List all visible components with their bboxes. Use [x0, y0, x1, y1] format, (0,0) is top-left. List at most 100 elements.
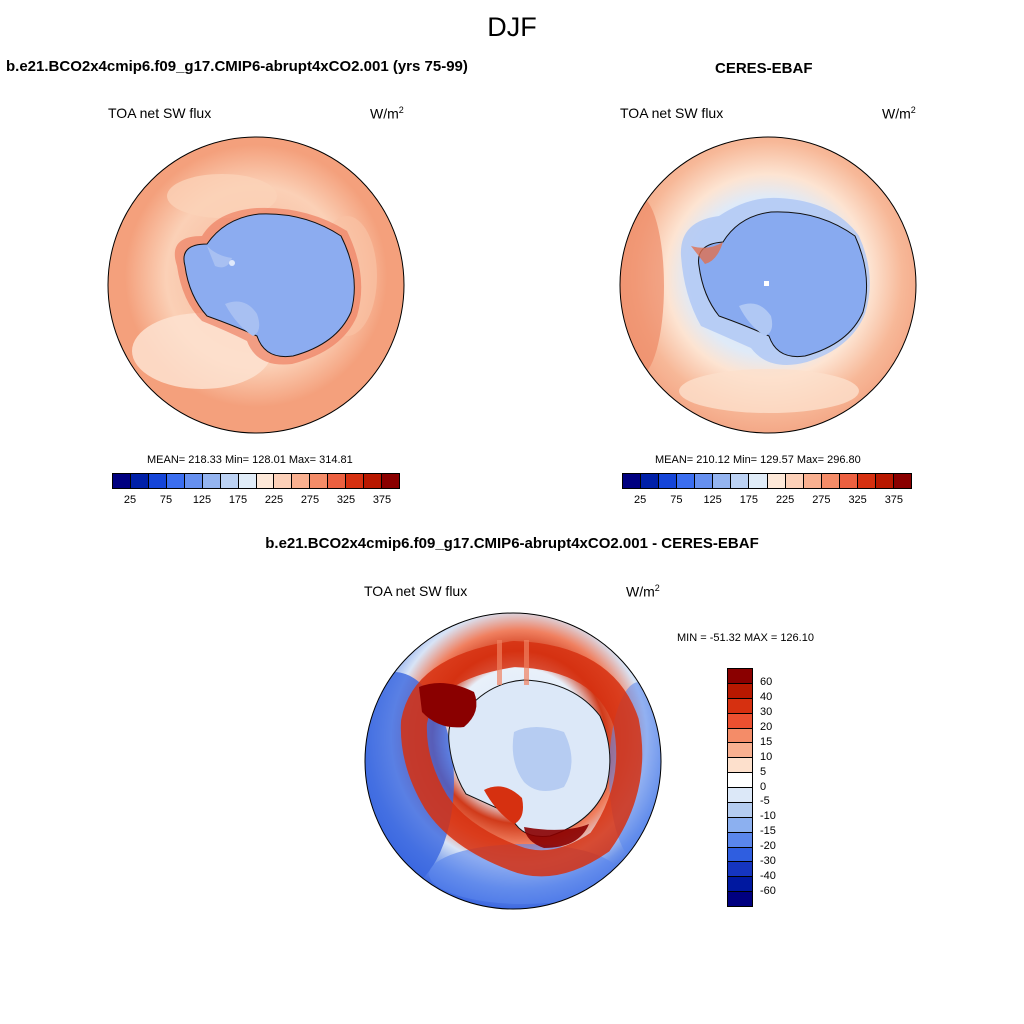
colorbar-swatch	[728, 892, 752, 906]
colorbar-tick-label: 30	[760, 705, 773, 718]
colorbar-tick-label: 15	[760, 735, 773, 748]
colorbar-tick-label: 375	[884, 494, 904, 506]
colorbar-swatch	[274, 474, 293, 488]
colorbar-swatch	[875, 474, 894, 488]
colorbar-tick-label: 125	[703, 494, 722, 506]
colorbar-swatch	[728, 713, 752, 729]
colorbar-tick-label: -40	[760, 870, 776, 883]
colorbar-tick-label: 325	[848, 494, 867, 506]
colorbar-tick-label: 20	[760, 720, 773, 733]
colorbar-tick-label: 225	[775, 494, 795, 506]
colorbar-tick-label: 40	[760, 690, 773, 703]
diff-minmax: MIN = -51.32 MAX = 126.10	[677, 632, 814, 644]
colorbar-swatch	[728, 817, 752, 833]
colorbar-tick-label: 5	[760, 765, 767, 778]
colorbar-swatch	[728, 773, 752, 788]
colorbar-swatch	[728, 832, 752, 848]
obs-colorbar	[622, 473, 912, 489]
colorbar-tick-label: 175	[739, 494, 759, 506]
colorbar-swatch	[328, 474, 347, 488]
colorbar-swatch	[346, 474, 365, 488]
model-units-label: W/m2	[370, 105, 404, 122]
colorbar-swatch	[292, 474, 311, 488]
colorbar-swatch	[728, 862, 752, 878]
colorbar-swatch	[677, 474, 696, 488]
colorbar-swatch	[184, 474, 203, 488]
colorbar-swatch	[728, 698, 752, 714]
colorbar-swatch	[256, 474, 275, 488]
obs-panel-title: CERES-EBAF	[715, 60, 813, 77]
colorbar-tick-label: 25	[123, 494, 137, 506]
colorbar-swatch	[728, 683, 752, 699]
colorbar-swatch	[238, 474, 257, 488]
model-colorbar-ticks: 25 75 125 175 225 275 325 375	[112, 494, 400, 510]
colorbar-swatch	[220, 474, 239, 488]
colorbar-tick-label: 75	[670, 494, 683, 506]
colorbar-swatch	[749, 474, 768, 488]
colorbar-tick-label: -60	[760, 885, 776, 898]
colorbar-swatch	[728, 758, 752, 774]
colorbar-tick-label: 175	[228, 494, 248, 506]
colorbar-swatch	[893, 474, 911, 488]
colorbar-swatch	[731, 474, 750, 488]
colorbar-tick-label: 275	[300, 494, 320, 506]
obs-variable-label: TOA net SW flux	[620, 105, 724, 121]
colorbar-swatch	[166, 474, 185, 488]
colorbar-swatch	[310, 474, 329, 488]
colorbar-swatch	[713, 474, 732, 488]
diff-polar-map	[364, 612, 662, 910]
diff-colorbar-ticks: 60 40 30 20 15 10 5 0 -5 -10 -15 -20 -30 -40 -60	[760, 668, 800, 907]
colorbar-swatch	[148, 474, 167, 488]
colorbar-swatch	[728, 743, 752, 759]
diff-units-label: W/m2	[626, 583, 660, 600]
colorbar-swatch	[364, 474, 383, 488]
colorbar-swatch	[821, 474, 840, 488]
colorbar-swatch	[728, 788, 752, 803]
colorbar-swatch	[130, 474, 149, 488]
figure-title: DJF	[487, 12, 537, 42]
colorbar-swatch	[767, 474, 786, 488]
colorbar-tick-label: 125	[192, 494, 212, 506]
colorbar-swatch	[382, 474, 399, 488]
colorbar-swatch	[659, 474, 678, 488]
colorbar-tick-label: 10	[760, 750, 773, 763]
colorbar-swatch	[113, 474, 131, 488]
colorbar-tick-label: 0	[760, 780, 767, 793]
colorbar-tick-label: -10	[760, 810, 776, 823]
colorbar-tick-label: 325	[336, 494, 356, 506]
model-stats: MEAN= 218.33 Min= 128.01 Max= 314.81	[147, 454, 353, 466]
colorbar-swatch	[623, 474, 642, 488]
obs-polar-map	[619, 136, 917, 434]
colorbar-tick-label: -20	[760, 840, 776, 853]
colorbar-tick-label: -30	[760, 855, 776, 868]
colorbar-swatch	[202, 474, 221, 488]
colorbar-swatch	[728, 802, 752, 818]
obs-units-label: W/m2	[882, 105, 916, 122]
colorbar-swatch	[785, 474, 804, 488]
diff-colorbar	[727, 668, 753, 907]
colorbar-swatch	[728, 877, 752, 893]
colorbar-swatch	[803, 474, 822, 488]
model-variable-label: TOA net SW flux	[108, 105, 212, 121]
colorbar-swatch	[728, 847, 752, 863]
colorbar-swatch	[641, 474, 660, 488]
colorbar-swatch	[839, 474, 858, 488]
colorbar-tick-label: 375	[372, 494, 392, 506]
colorbar-swatch	[857, 474, 876, 488]
colorbar-tick-label: 75	[159, 494, 173, 506]
colorbar-tick-label: 225	[264, 494, 284, 506]
colorbar-tick-label: 25	[634, 494, 647, 506]
model-colorbar	[112, 473, 400, 489]
colorbar-tick-label: 275	[812, 494, 831, 506]
colorbar-tick-label: -15	[760, 825, 776, 838]
model-panel-title: b.e21.BCO2x4cmip6.f09_g17.CMIP6-abrupt4x…	[6, 58, 468, 75]
diff-panel-title: b.e21.BCO2x4cmip6.f09_g17.CMIP6-abrupt4x…	[265, 535, 759, 552]
colorbar-tick-label: -5	[760, 795, 770, 808]
obs-colorbar-ticks: 25 75 125 175 225 275 325 375	[622, 494, 912, 510]
diff-variable-label: TOA net SW flux	[364, 583, 468, 599]
colorbar-tick-label: 60	[760, 675, 773, 688]
model-polar-map	[107, 136, 405, 434]
colorbar-swatch	[695, 474, 714, 488]
colorbar-swatch	[728, 669, 752, 684]
colorbar-swatch	[728, 728, 752, 744]
